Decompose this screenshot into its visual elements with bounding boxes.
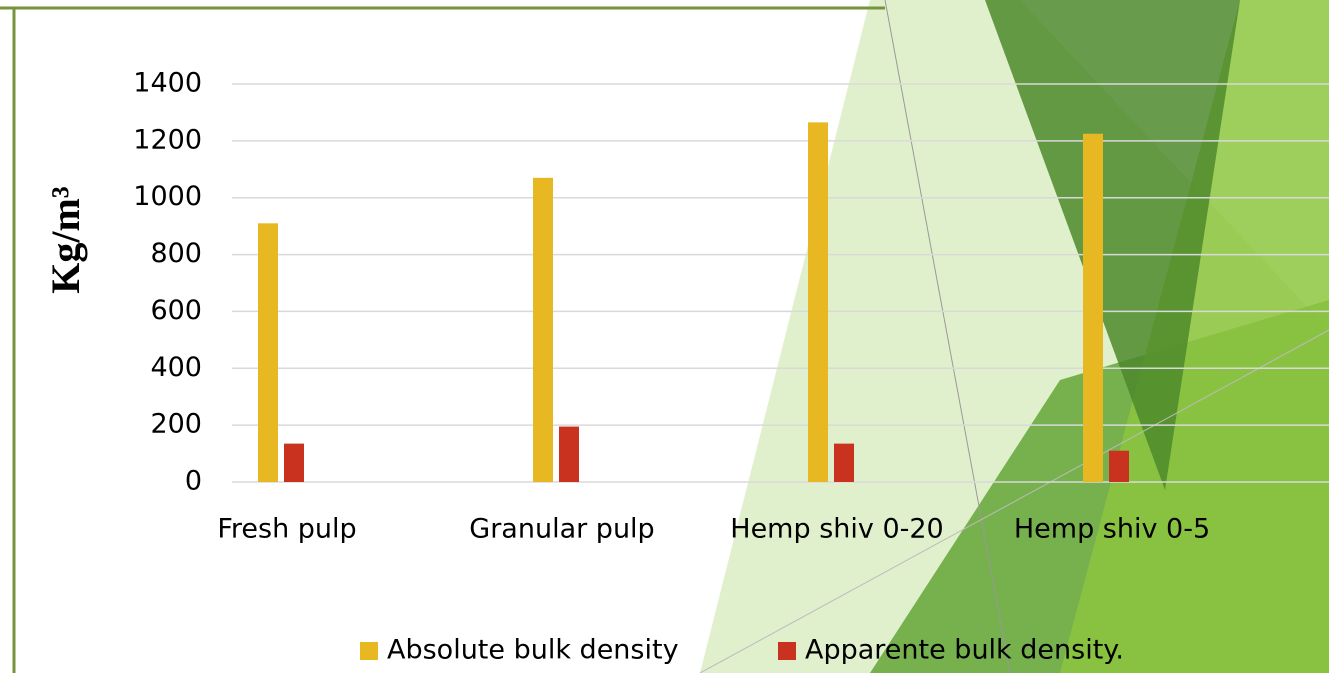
bar [284, 443, 304, 482]
legend-swatch [360, 642, 378, 660]
legend-label: Absolute bulk density [387, 635, 679, 666]
bar [808, 122, 828, 482]
y-tick-label: 800 [150, 238, 202, 269]
bar [1083, 133, 1103, 482]
legend-label: Apparente bulk density. [805, 635, 1124, 666]
y-tick-label: 1000 [133, 181, 202, 212]
x-tick-label: Hemp shiv 0-20 [730, 514, 943, 545]
x-tick-label: Granular pulp [469, 514, 654, 545]
y-axis-label: Kg/m³ [43, 186, 88, 294]
y-tick-label: 400 [150, 352, 202, 383]
bar [258, 223, 278, 483]
y-tick-label: 200 [150, 409, 202, 440]
x-tick-label: Fresh pulp [217, 514, 356, 545]
y-tick-label: 0 [185, 466, 202, 497]
x-tick-label: Hemp shiv 0-5 [1014, 514, 1210, 545]
bar [559, 426, 579, 482]
bar [834, 443, 854, 482]
bar [1109, 450, 1129, 482]
bar [533, 177, 553, 483]
y-tick-label: 600 [150, 295, 202, 326]
legend-swatch [778, 642, 796, 660]
y-tick-label: 1400 [133, 68, 202, 99]
y-tick-label: 1200 [133, 124, 202, 155]
